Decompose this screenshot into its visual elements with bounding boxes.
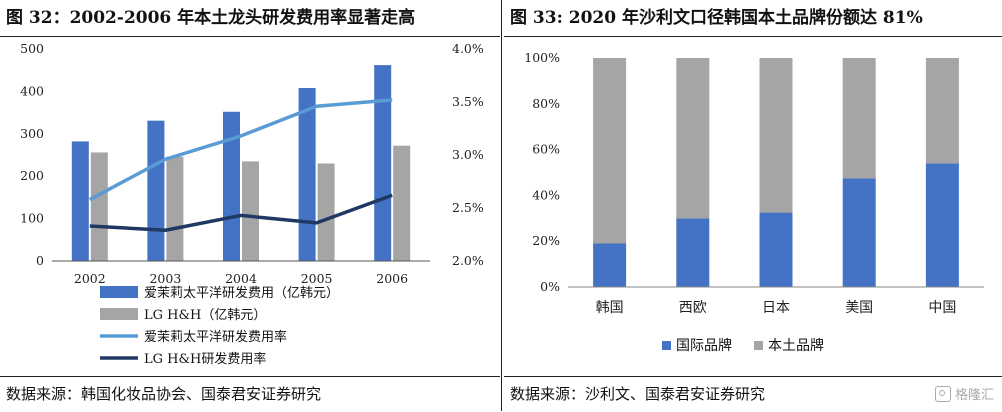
stacked-bar-segment: [925, 163, 959, 287]
x-axis-tick-label: 西欧: [679, 300, 707, 316]
x-axis-tick-label: 2004: [225, 271, 257, 286]
right-chart-area: 0% 20% 40% 60% 80% 100% 韩国 西欧 日本 美国 中国国际品牌 本土品牌: [504, 37, 1002, 376]
x-axis-tick-label: 2006: [376, 271, 408, 286]
y-axis-tick-label: 0: [36, 253, 44, 268]
watermark-text: 格隆汇: [954, 388, 994, 403]
right-source: 数据来源：沙利文、国泰君安证券研究: [504, 376, 1002, 412]
y2-axis-tick-label: 3.5%: [452, 94, 484, 109]
bar: [298, 88, 316, 261]
bar: [242, 161, 259, 261]
right-chart-title: 图 33: 2020 年沙利文口径韩国本土品牌份额达 81%: [504, 0, 1002, 37]
y-axis-tick-label: 100: [20, 211, 44, 226]
x-axis-tick-label: 韩国: [596, 300, 624, 316]
stacked-bar-segment: [676, 218, 710, 287]
bar: [223, 111, 240, 261]
bar: [393, 145, 411, 261]
legend-label: 爱茉莉太平洋研发费用（亿韩元）: [144, 285, 339, 301]
left-chart-title: 图 32：2002-2006 年本土龙头研发费用率显著走高: [0, 0, 500, 37]
x-axis-tick-label: 中国: [928, 300, 956, 316]
stacked-bar-segment: [593, 58, 627, 244]
panel-divider: [501, 0, 502, 411]
y-axis-tick-label: 40%: [532, 187, 560, 202]
stacked-bar-segment: [842, 58, 876, 179]
stacked-bar-segment: [925, 58, 959, 164]
legend-label: 爱茉莉太平洋研发费用率: [144, 329, 287, 345]
legend-label: 本土品牌: [768, 337, 824, 354]
legend-swatch: [100, 286, 138, 298]
legend-swatch: [662, 341, 671, 350]
y-axis-tick-label: 20%: [532, 233, 560, 248]
legend-swatch: [100, 308, 138, 320]
bar: [374, 65, 392, 261]
y2-axis-tick-label: 4.0%: [452, 41, 484, 56]
left-chart-svg: 0 100 200 300 400 500 2.0% 2.5% 3.0% 3.5% 4.0% 2002…: [20, 41, 484, 367]
x-axis-tick-label: 美国: [845, 300, 873, 316]
bar: [317, 163, 335, 261]
left-chart-area: 0 100 200 300 400 500 2.0% 2.5% 3.0% 3.5% 4.0% 2002…: [0, 37, 500, 376]
watermark: 格隆汇: [934, 384, 994, 403]
gelonghui-logo-icon: [934, 385, 951, 402]
bar: [90, 152, 108, 261]
y2-axis-tick-label: 2.5%: [452, 200, 484, 215]
y-axis-tick-label: 100%: [524, 50, 560, 65]
legend-label: LG H&H（亿韩元）: [144, 308, 266, 323]
legend-label: LG H&H研发费用率: [144, 351, 266, 367]
series-line: [88, 98, 393, 202]
y-axis-tick-label: 400: [20, 83, 44, 98]
y2-axis-tick-label: 3.0%: [452, 147, 484, 162]
stacked-bar-segment: [676, 58, 710, 219]
stacked-bar-segment: [842, 178, 876, 287]
y2-axis-tick-label: 2.0%: [452, 253, 484, 268]
y-axis-tick-label: 0%: [540, 279, 560, 294]
legend-swatch: [754, 341, 763, 350]
y-axis-tick-label: 200: [20, 168, 44, 183]
legend-label: 国际品牌: [676, 337, 732, 354]
y-axis-tick-label: 60%: [532, 142, 560, 157]
x-axis-tick-label: 2002: [74, 271, 106, 286]
x-axis-tick-label: 日本: [762, 300, 790, 316]
y-axis-tick-label: 80%: [532, 96, 560, 111]
bar: [166, 156, 184, 261]
bar: [147, 120, 165, 261]
series-line: [89, 193, 393, 233]
x-axis-tick-label: 2005: [301, 271, 333, 286]
y-axis-tick-label: 300: [20, 126, 44, 141]
bar: [71, 141, 89, 261]
x-axis-tick-label: 2003: [149, 271, 181, 286]
right-panel: 图 33: 2020 年沙利文口径韩国本土品牌份额达 81% 0% 20% 40% 6…: [504, 0, 1002, 411]
left-source: 数据来源：韩国化妆品协会、国泰君安证券研究: [0, 376, 500, 412]
stacked-bar-segment: [593, 243, 627, 287]
y-axis-tick-label: 500: [20, 41, 44, 56]
stacked-bar-segment: [759, 212, 793, 287]
stacked-bar-segment: [759, 58, 793, 213]
left-panel: 图 32：2002-2006 年本土龙头研发费用率显著走高 0 100 200 300…: [0, 0, 500, 411]
